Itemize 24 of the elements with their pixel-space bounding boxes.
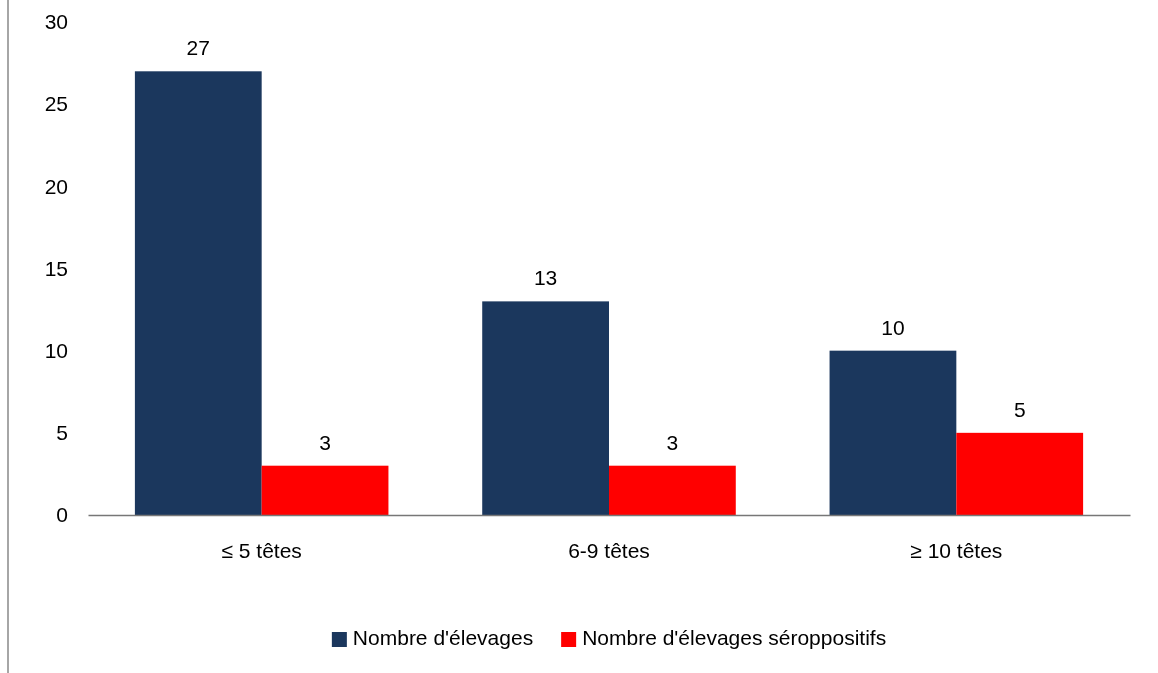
x-tick-label: ≤ 5 têtes [221,538,302,562]
bar [482,301,609,515]
bar [261,465,389,515]
y-tick-label: 5 [56,421,68,445]
y-tick-label: 25 [44,92,68,116]
y-tick-label: 30 [44,10,68,34]
bar [609,465,736,515]
data-label: 27 [186,36,210,60]
data-label: 3 [319,430,331,454]
bar [134,71,262,515]
x-tick-label: 6-9 têtes [568,538,650,562]
data-label: 5 [1013,397,1026,421]
y-tick-label: 0 [56,503,68,527]
bar [956,432,1084,515]
x-tick-label: ≥ 10 têtes [910,538,1003,562]
y-tick-label: 10 [44,338,68,362]
y-tick-label: 20 [44,174,68,198]
data-label: 13 [533,266,558,290]
legend-label: Nombre d'élevages séroppositifs [582,626,887,649]
data-label: 10 [881,315,905,339]
data-label: 3 [666,430,679,454]
legend-label: Nombre d'élevages [352,626,534,649]
bar [829,350,957,515]
y-tick-label: 15 [44,256,68,280]
